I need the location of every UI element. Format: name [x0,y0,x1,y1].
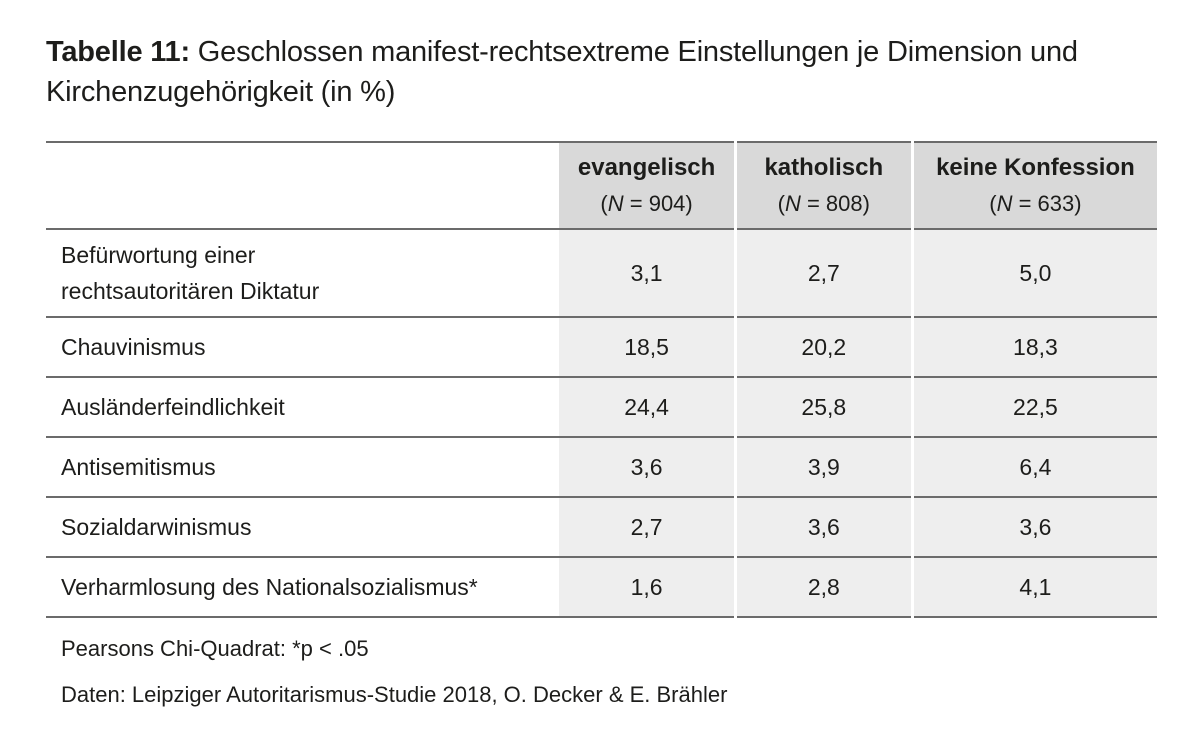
value-cell: 18,3 [910,317,1157,377]
table-number-label: Tabelle 11: [46,36,190,68]
table-row: Verharmlosung des Nationalsozialismus* 1… [46,557,1157,617]
value-cell: 6,4 [910,437,1157,497]
value-cell: 18,5 [559,317,736,377]
column-name: katholisch [764,153,884,181]
value-cell: 25,8 [733,377,913,437]
row-label: Sozialdarwinismus [61,514,252,540]
value-cell: 22,5 [910,377,1157,437]
data-table: evangelisch (N = 904) katholisch (N = 80… [46,141,1157,618]
column-sample-size: (N = 808) [777,190,870,216]
value-cell: 3,1 [559,229,736,317]
value-cell: 2,7 [559,497,736,557]
value-cell: 3,6 [733,497,913,557]
table-header-row: evangelisch (N = 904) katholisch (N = 80… [46,142,1157,229]
value-cell: 3,6 [910,497,1157,557]
value-cell: 5,0 [910,229,1157,317]
table-row: Ausländerfeindlichkeit 24,4 25,8 22,5 [46,377,1157,437]
row-label: Chauvinismus [61,334,206,360]
value-cell: 2,7 [733,229,913,317]
significance-note: Pearsons Chi-Quadrat: *p < .05 [61,636,369,661]
value-cell: 1,6 [559,557,736,617]
column-header-evangelisch: evangelisch (N = 904) [559,142,736,229]
table-row: Befürwortung einer rechtsautoritären Dikt… [46,229,1157,317]
row-label: Ausländerfeindlichkeit [61,394,285,420]
table-row: Chauvinismus 18,5 20,2 18,3 [46,317,1157,377]
column-header-katholisch: katholisch (N = 808) [733,142,913,229]
value-cell: 2,8 [733,557,913,617]
column-sample-size: (N = 633) [989,190,1082,216]
row-label: Verharmlosung des Nationalsozialismus* [61,574,478,600]
row-label: Antisemitismus [61,454,216,480]
table-row: Antisemitismus 3,6 3,9 6,4 [46,437,1157,497]
table-caption: Geschlossen manifest-rechtsextreme Einst… [46,36,1078,108]
value-cell: 3,9 [733,437,913,497]
column-name: keine Konfession [936,153,1135,181]
value-cell: 3,6 [559,437,736,497]
value-cell: 24,4 [559,377,736,437]
table-row: Sozialdarwinismus 2,7 3,6 3,6 [46,497,1157,557]
row-label: Befürwortung einer rechtsautoritären Dikt… [61,242,320,304]
header-corner-cell [46,142,560,229]
source-note: Daten: Leipziger Autoritarismus-Studie 2… [61,682,728,707]
column-sample-size: (N = 904) [600,190,693,216]
value-cell: 4,1 [910,557,1157,617]
value-cell: 20,2 [733,317,913,377]
column-header-keine-konfession: keine Konfession (N = 633) [910,142,1157,229]
table-title: Tabelle 11: Geschlossen manifest-rechtse… [46,32,1166,112]
column-name: evangelisch [577,153,716,181]
